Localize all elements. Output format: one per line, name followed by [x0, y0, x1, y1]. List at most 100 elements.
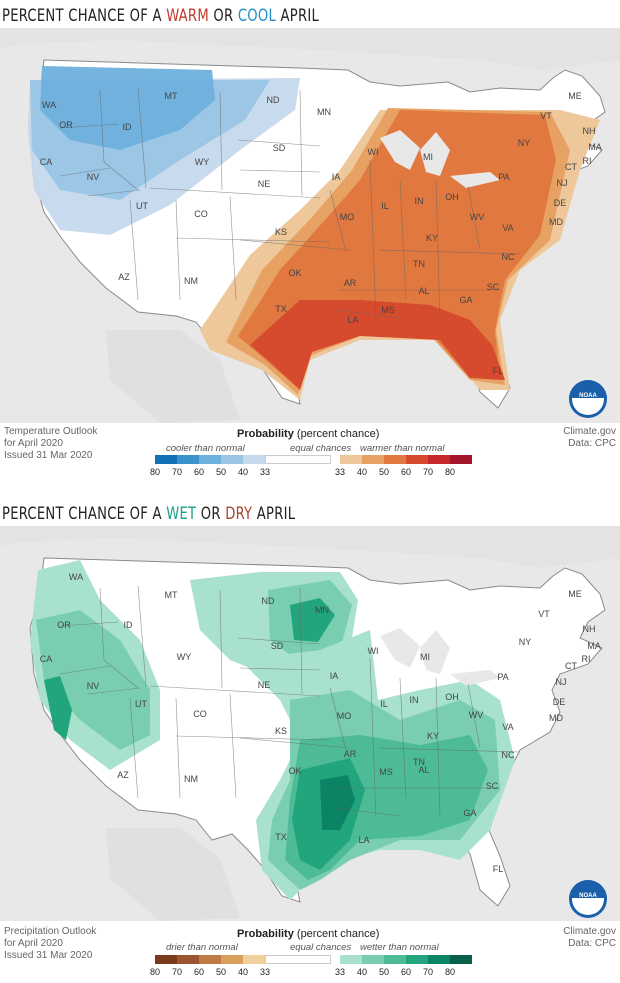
precipitation-legend-title: Probability (percent chance) — [237, 928, 379, 940]
temperature-state-label-ga: GA — [459, 295, 472, 305]
precipitation-title-dry: DRY — [225, 504, 253, 524]
temperature-cool-swatch-3 — [221, 455, 243, 464]
temperature-warm-swatch-0 — [340, 455, 362, 464]
precipitation-legend-right-num-2: 50 — [378, 967, 389, 977]
precipitation-legend-wet-caption: wetter than normal — [360, 942, 439, 953]
temperature-state-label-la: LA — [347, 315, 358, 325]
precipitation-state-label-vt: VT — [538, 609, 550, 619]
temperature-state-label-ks: KS — [275, 227, 287, 237]
precipitation-title-prefix: PERCENT CHANCE OF A — [2, 504, 167, 524]
temperature-title-cool: COOL — [237, 6, 277, 26]
temperature-state-label-co: CO — [194, 209, 208, 219]
temperature-footer-line-1: Temperature Outlook — [4, 426, 98, 437]
temperature-legend-title-rest: (percent chance) — [293, 428, 380, 440]
precipitation-state-label-mi: MI — [420, 652, 430, 662]
precipitation-state-label-nd: ND — [262, 596, 275, 606]
temperature-state-label-wa: WA — [42, 100, 56, 110]
precipitation-state-label-nv: NV — [87, 681, 100, 691]
temperature-legend-title: Probability (percent chance) — [237, 428, 379, 440]
temperature-footer-line-3: Issued 31 Mar 2020 — [4, 450, 93, 461]
precipitation-state-label-md: MD — [549, 713, 563, 723]
precipitation-state-label-la: LA — [358, 835, 369, 845]
temperature-title-or: OR — [208, 6, 238, 26]
precipitation-state-label-ma: MA — [587, 641, 601, 651]
temperature-legend-left-num-1: 70 — [171, 467, 182, 477]
temperature-state-label-mt: MT — [165, 91, 178, 101]
temperature-footer-left: Temperature Outlook for April 2020 Issue… — [4, 426, 97, 462]
temperature-legend-left-num-2: 60 — [193, 467, 204, 477]
precipitation-state-label-nc: NC — [502, 750, 515, 760]
precipitation-state-label-pa: PA — [497, 672, 508, 682]
precipitation-state-label-nm: NM — [184, 774, 198, 784]
temperature-state-label-az: AZ — [118, 272, 130, 282]
precipitation-state-label-sd: SD — [271, 641, 284, 651]
temperature-legend-equal-caption: equal chances — [290, 443, 352, 454]
precipitation-footer-line-1: Precipitation Outlook — [4, 926, 97, 937]
precipitation-state-label-ri: RI — [582, 654, 591, 664]
temperature-legend-right-num-0: 33 — [334, 467, 345, 477]
temperature-state-label-ky: KY — [426, 233, 438, 243]
temperature-legend-right-num-2: 50 — [378, 467, 389, 477]
temperature-cool-swatch-1 — [177, 455, 199, 464]
temperature-state-label-ar: AR — [344, 278, 357, 288]
precipitation-wet-swatch-4 — [428, 955, 450, 964]
precipitation-footer-line-2: for April 2020 — [4, 938, 63, 949]
precipitation-dry-swatch-0 — [155, 955, 177, 964]
precipitation-state-label-ga: GA — [463, 808, 476, 818]
temperature-legend-cool-bar — [155, 455, 265, 464]
temperature-credit-data: Data: CPC — [568, 438, 616, 449]
temperature-state-label-nv: NV — [87, 172, 100, 182]
temperature-warm-swatch-4 — [428, 455, 450, 464]
precipitation-wet-swatch-5 — [450, 955, 472, 964]
precipitation-state-label-az: AZ — [117, 770, 129, 780]
precipitation-state-label-sc: SC — [486, 781, 499, 791]
precipitation-title-wet: WET — [166, 504, 197, 524]
precipitation-state-label-me: ME — [568, 589, 582, 599]
temperature-legend-cool-caption: cooler than normal — [166, 443, 245, 454]
temperature-legend-right-num-4: 70 — [422, 467, 433, 477]
temperature-state-label-mi: MI — [423, 152, 433, 162]
precipitation-credit-site: Climate.gov — [563, 926, 616, 937]
temperature-state-label-ok: OK — [288, 268, 301, 278]
temperature-cool-swatch-4 — [243, 455, 265, 464]
precipitation-legend-right-num-5: 80 — [444, 967, 455, 977]
temperature-legend-left-num-3: 50 — [215, 467, 226, 477]
precipitation-legend-equal-bar — [265, 955, 331, 964]
precipitation-state-label-de: DE — [553, 697, 566, 707]
temperature-state-label-in: IN — [415, 196, 424, 206]
temperature-state-label-mn: MN — [317, 107, 331, 117]
temperature-title-prefix: PERCENT CHANCE OF A — [2, 6, 167, 26]
precipitation-legend-right-num-1: 40 — [356, 967, 367, 977]
temperature-legend-warm-bar — [340, 455, 472, 464]
precipitation-title: PERCENT CHANCE OF A WET OR DRY APRIL — [2, 504, 295, 524]
precipitation-state-label-ut: UT — [135, 699, 147, 709]
temperature-state-label-mo: MO — [340, 212, 355, 222]
precipitation-state-label-mn: MN — [315, 605, 329, 615]
precipitation-legend-left-num-5: 33 — [259, 967, 270, 977]
temperature-state-label-nh: NH — [583, 126, 596, 136]
precipitation-state-label-ne: NE — [258, 680, 271, 690]
temperature-legend-title-bold: Probability — [237, 428, 294, 440]
temperature-state-label-nj: NJ — [557, 178, 568, 188]
temperature-state-label-nc: NC — [502, 252, 515, 262]
precipitation-wet-swatch-1 — [362, 955, 384, 964]
temperature-state-label-ms: MS — [381, 305, 395, 315]
precipitation-state-label-ky: KY — [427, 731, 439, 741]
precipitation-state-label-id: ID — [124, 620, 134, 630]
temperature-warm-swatch-1 — [362, 455, 384, 464]
temperature-state-label-il: IL — [381, 201, 389, 211]
precipitation-state-label-or: OR — [57, 620, 71, 630]
temperature-state-label-ne: NE — [258, 179, 271, 189]
temperature-title-suffix: APRIL — [276, 6, 320, 26]
temperature-state-label-ca: CA — [40, 157, 53, 167]
precipitation-legend-right-num-3: 60 — [400, 967, 411, 977]
precipitation-state-label-fl: FL — [493, 864, 504, 874]
temperature-warm-swatch-5 — [450, 455, 472, 464]
precipitation-state-label-wy: WY — [177, 652, 192, 662]
temperature-state-label-de: DE — [554, 198, 567, 208]
precipitation-state-label-ia: IA — [330, 671, 339, 681]
temperature-legend-right-num-1: 40 — [356, 467, 367, 477]
temperature-state-label-va: VA — [502, 223, 513, 233]
temperature-state-label-sd: SD — [273, 143, 286, 153]
